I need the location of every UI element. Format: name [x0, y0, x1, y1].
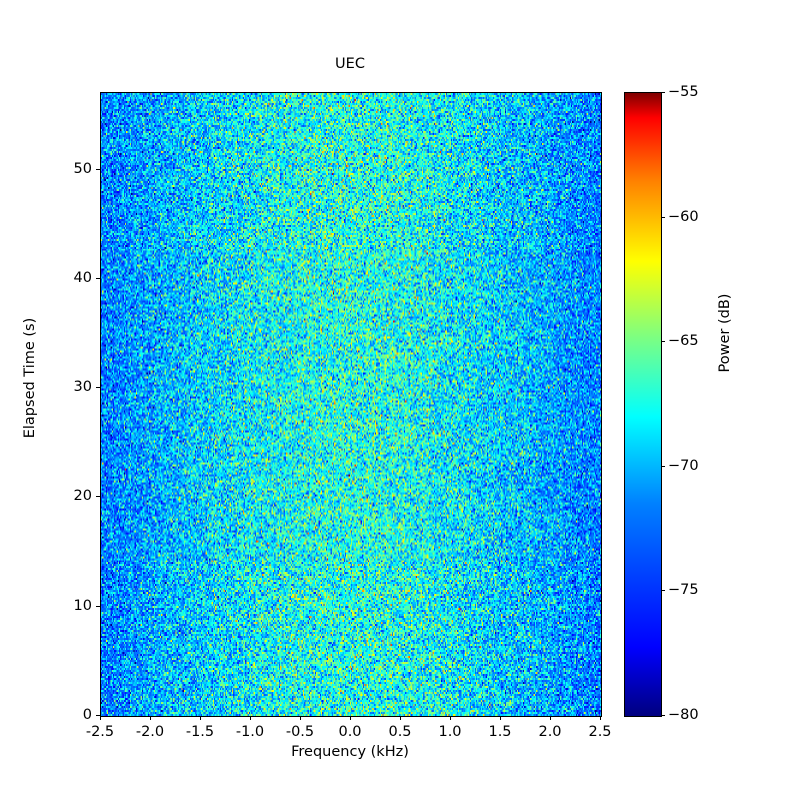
x-axis-ticklabel: 1.0 [438, 724, 462, 740]
x-axis-ticklabel: 0.5 [388, 724, 412, 740]
colorbar-tick [661, 465, 665, 467]
x-axis-ticklabel: 0.0 [338, 724, 362, 740]
colorbar-ticklabel: −65 [668, 333, 699, 350]
x-axis-tick [350, 716, 351, 720]
y-axis-tick [96, 277, 100, 279]
colorbar-tick [661, 341, 665, 343]
x-axis-tick [300, 716, 301, 720]
y-axis-tick [96, 496, 100, 498]
x-axis-tick [400, 716, 401, 720]
y-axis-ticklabel: 40 [73, 269, 92, 286]
x-axis-tick [100, 716, 101, 720]
x-axis-ticklabel: 2.5 [588, 724, 612, 740]
x-axis-tick [500, 716, 501, 720]
x-axis-tick [450, 716, 451, 720]
x-axis-tick [250, 716, 251, 720]
y-axis-ticklabel: 10 [73, 597, 92, 614]
y-axis-tick [96, 168, 100, 170]
x-axis-tick [150, 716, 151, 720]
y-axis-tick [96, 605, 100, 607]
x-axis-tick [200, 716, 201, 720]
x-axis-ticklabel: -2.5 [85, 724, 115, 740]
y-axis-tick [96, 715, 100, 716]
x-axis-ticklabel: 1.5 [488, 724, 512, 740]
title-line-station: UEC [335, 56, 365, 72]
spectrogram-plot-area [100, 92, 602, 717]
x-axis-ticklabel: -1.5 [185, 724, 215, 740]
colorbar-gradient [624, 92, 662, 717]
colorbar-tick [661, 216, 665, 218]
colorbar-ticklabel: −70 [668, 457, 699, 474]
y-axis-ticklabel: 0 [82, 707, 92, 723]
colorbar-tick [661, 92, 665, 93]
x-axis-ticklabel: -1.0 [235, 724, 265, 740]
x-axis-label: Frequency (kHz) [291, 744, 409, 760]
x-axis-tick [550, 716, 551, 720]
spectrogram-image [101, 93, 601, 716]
colorbar-ticklabel: −80 [668, 707, 699, 723]
colorbar-ticklabel: −55 [668, 84, 699, 100]
colorbar-ticklabel: −60 [668, 208, 699, 225]
colorbar-tick [661, 590, 665, 592]
colorbar-tick [661, 715, 665, 716]
x-axis-tick [600, 716, 601, 720]
y-axis-ticklabels: 0 10 20 30 40 50 [22, 0, 92, 800]
colorbar-ticklabel: −75 [668, 582, 699, 599]
x-axis-ticklabel: 2.0 [538, 724, 562, 740]
colorbar-label: Power (dB) [717, 293, 733, 373]
y-axis-ticklabel: 30 [73, 379, 92, 396]
x-axis-ticklabel: -0.5 [285, 724, 315, 740]
y-axis-label: Elapsed Time (s) [22, 317, 38, 439]
x-axis-ticklabel: -2.0 [135, 724, 165, 740]
y-axis-ticklabel: 20 [73, 488, 92, 505]
y-axis-ticklabel: 50 [73, 160, 92, 177]
y-axis-tick [96, 387, 100, 389]
